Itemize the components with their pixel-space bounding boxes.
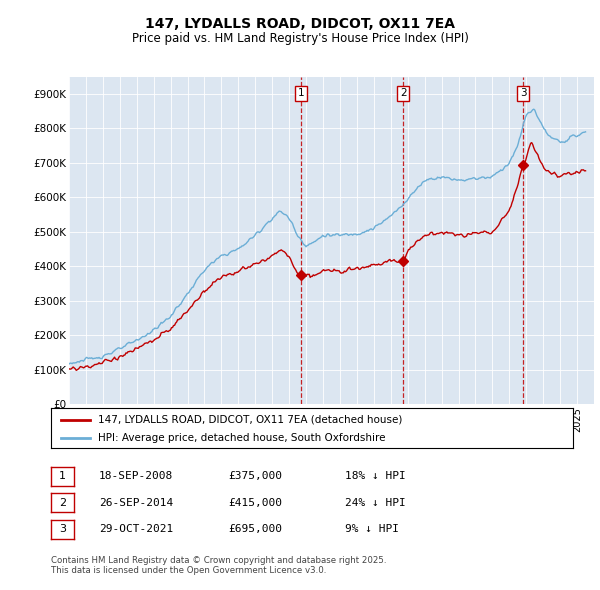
Text: £415,000: £415,000 — [228, 498, 282, 507]
Text: £695,000: £695,000 — [228, 525, 282, 534]
Text: 26-SEP-2014: 26-SEP-2014 — [99, 498, 173, 507]
Text: 18-SEP-2008: 18-SEP-2008 — [99, 471, 173, 481]
Text: HPI: Average price, detached house, South Oxfordshire: HPI: Average price, detached house, Sout… — [98, 434, 385, 443]
Text: 147, LYDALLS ROAD, DIDCOT, OX11 7EA: 147, LYDALLS ROAD, DIDCOT, OX11 7EA — [145, 17, 455, 31]
Text: 1: 1 — [298, 88, 305, 98]
Text: 3: 3 — [520, 88, 527, 98]
Text: 18% ↓ HPI: 18% ↓ HPI — [345, 471, 406, 481]
Text: 147, LYDALLS ROAD, DIDCOT, OX11 7EA (detached house): 147, LYDALLS ROAD, DIDCOT, OX11 7EA (det… — [98, 415, 403, 425]
Text: 2: 2 — [59, 498, 66, 507]
Text: 2: 2 — [400, 88, 406, 98]
Text: Price paid vs. HM Land Registry's House Price Index (HPI): Price paid vs. HM Land Registry's House … — [131, 32, 469, 45]
Text: 3: 3 — [59, 525, 66, 534]
Text: 1: 1 — [59, 471, 66, 481]
Text: 24% ↓ HPI: 24% ↓ HPI — [345, 498, 406, 507]
Text: 29-OCT-2021: 29-OCT-2021 — [99, 525, 173, 534]
Text: Contains HM Land Registry data © Crown copyright and database right 2025.
This d: Contains HM Land Registry data © Crown c… — [51, 556, 386, 575]
Text: 9% ↓ HPI: 9% ↓ HPI — [345, 525, 399, 534]
Text: £375,000: £375,000 — [228, 471, 282, 481]
